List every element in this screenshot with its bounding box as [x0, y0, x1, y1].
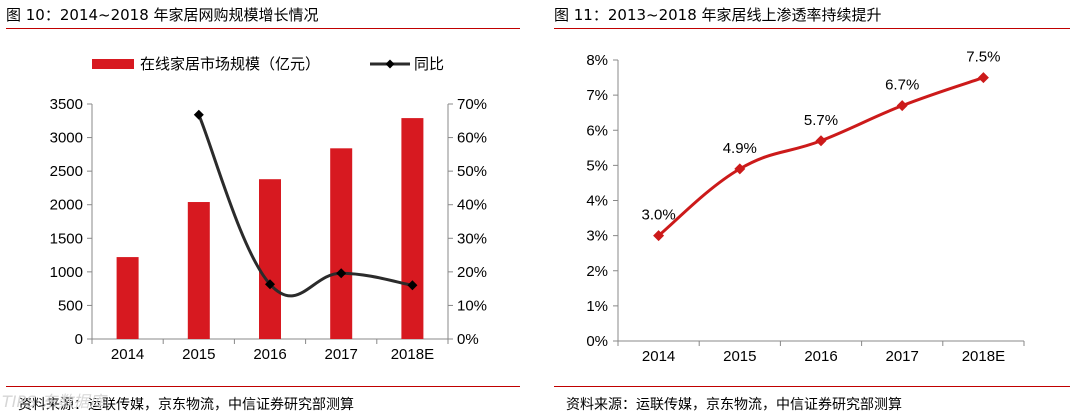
line-point	[265, 279, 275, 290]
y-tick-label-left: 0	[75, 331, 83, 348]
data-label: 3.0%	[641, 207, 675, 224]
line-point	[815, 135, 827, 147]
y-tick-label-left: 2500	[50, 163, 83, 180]
bar-line-chart: 在线家居市场规模（亿元） 同比 0 500 1000 1500 2000 2500 3000 35…	[50, 56, 487, 363]
x-tick-label: 2018E	[962, 348, 1005, 365]
source-note: 资料来源：运联传媒，京东物流，中信证券研究部测算	[566, 397, 902, 413]
x-tick-label: 2017	[325, 346, 358, 363]
bar	[187, 202, 210, 339]
line-point	[977, 72, 989, 84]
data-label: 6.7%	[885, 77, 919, 94]
x-tick-label: 2015	[182, 346, 215, 363]
title-rule	[6, 28, 520, 29]
bar	[259, 179, 281, 339]
line-point	[407, 280, 418, 291]
line-point	[734, 163, 746, 175]
x-tick-label: 2018E	[391, 346, 434, 363]
y-tick-label-right: 10%	[457, 297, 487, 314]
legend-line-label: 同比	[414, 56, 444, 73]
y-tick-label: 0%	[586, 333, 608, 350]
data-label: 7.5%	[966, 49, 1000, 66]
x-tick-label: 2014	[642, 348, 675, 365]
y-tick-label-right: 30%	[457, 230, 487, 247]
y-tick-label-right: 40%	[457, 197, 487, 214]
legend-bar-label: 在线家居市场规模（亿元）	[140, 56, 320, 73]
y-tick-label: 5%	[586, 157, 608, 174]
source-note: 资料来源：运联传媒，京东物流，中信证券研究部测算	[18, 397, 354, 413]
y-tick-label-left: 3000	[50, 130, 83, 147]
y-tick-label-left: 1500	[50, 230, 83, 247]
line-point	[896, 100, 908, 112]
watermark: TIPS 东数据库	[2, 392, 106, 411]
line-point	[193, 109, 204, 120]
y-tick-label-left: 3500	[50, 96, 83, 113]
y-tick-label-right: 20%	[457, 264, 487, 281]
y-tick-label: 6%	[586, 122, 608, 139]
bar	[116, 257, 139, 339]
x-tick-label: 2015	[723, 348, 756, 365]
bar	[401, 118, 424, 339]
y-tick-label: 4%	[586, 193, 608, 210]
source-rule	[6, 386, 520, 387]
y-tick-label: 2%	[586, 263, 608, 280]
title-rule	[554, 28, 1070, 29]
y-tick-label: 7%	[586, 87, 608, 104]
line-point	[336, 268, 347, 279]
source-rule	[554, 386, 1070, 387]
legend-bar-swatch	[92, 59, 134, 69]
y-tick-label: 8%	[586, 52, 608, 69]
y-tick-label-left: 500	[58, 297, 83, 314]
figure-title: 图 10：2014~2018 年家居网购规模增长情况	[6, 6, 319, 24]
data-label: 5.7%	[804, 112, 838, 129]
y-tick-label: 3%	[586, 228, 608, 245]
line-point	[653, 230, 665, 242]
series-line-yoy	[197, 114, 413, 298]
x-tick-label: 2016	[804, 348, 837, 365]
data-label: 4.9%	[723, 140, 757, 157]
figure-title: 图 11：2013~2018 年家居线上渗透率持续提升	[554, 6, 882, 24]
series-line-penetration	[657, 76, 984, 237]
chart-panel-penetration: 图 11：2013~2018 年家居线上渗透率持续提升 0% 1% 2% 3% 4% 5%…	[548, 0, 1080, 418]
y-tick-label-right: 70%	[457, 96, 487, 113]
x-tick-label: 2014	[111, 346, 144, 363]
bar	[330, 148, 353, 339]
chart-panel-market-size: 图 10：2014~2018 年家居网购规模增长情况 在线家居市场规模（亿元） 同…	[0, 0, 530, 418]
legend-line-marker	[385, 59, 395, 69]
y-tick-label-left: 2000	[50, 197, 83, 214]
y-tick-label-right: 60%	[457, 130, 487, 147]
line-chart: 0% 1% 2% 3% 4% 5% 6% 7% 8% 2014 2015 2016 2017 2018E 3…	[586, 49, 1025, 365]
y-tick-label: 1%	[586, 298, 608, 315]
x-tick-label: 2017	[886, 348, 919, 365]
y-tick-label-left: 1000	[50, 264, 83, 281]
y-tick-label-right: 0%	[457, 331, 479, 348]
y-tick-label-right: 50%	[457, 163, 487, 180]
x-tick-label: 2016	[253, 346, 286, 363]
